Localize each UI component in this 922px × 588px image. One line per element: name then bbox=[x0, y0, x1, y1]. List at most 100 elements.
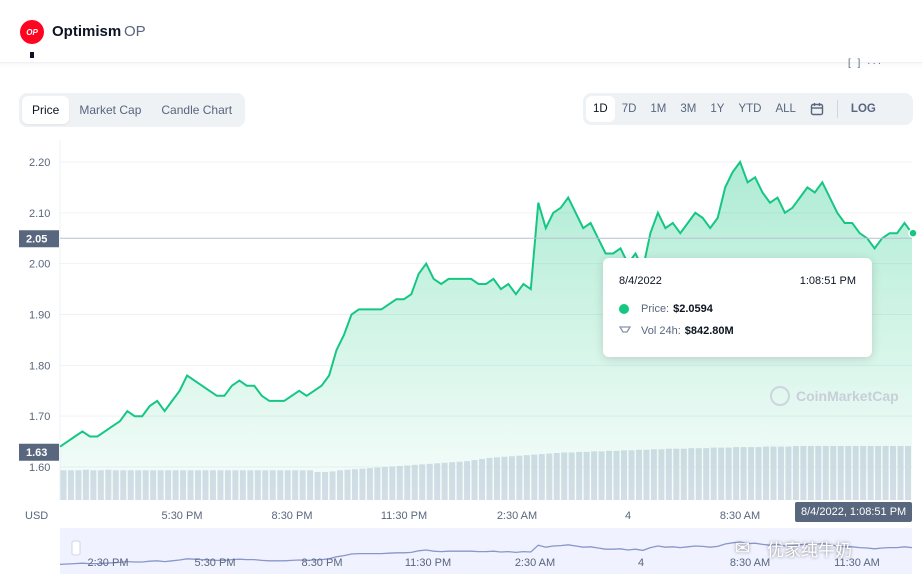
volume-bar bbox=[411, 464, 418, 500]
wechat-watermark: ✉ 优家纯牛奶 bbox=[735, 536, 852, 561]
more-icon[interactable]: ··· bbox=[867, 58, 884, 69]
volume-bar bbox=[815, 446, 822, 500]
coin-symbol: OP bbox=[124, 23, 146, 40]
volume-bar bbox=[449, 462, 456, 500]
x-tick-label: 11:30 PM bbox=[381, 510, 427, 522]
volume-bar bbox=[351, 469, 358, 500]
volume-bar bbox=[135, 470, 142, 500]
coinmarketcap-watermark: CoinMarketCap bbox=[770, 386, 899, 406]
tooltip-date: 8/4/2022 bbox=[619, 275, 662, 287]
volume-bar bbox=[785, 446, 792, 500]
volume-bar bbox=[322, 471, 329, 500]
volume-bar bbox=[673, 448, 680, 500]
volume-bar bbox=[875, 446, 882, 500]
tooltip-time: 1:08:51 PM bbox=[799, 275, 856, 287]
tooltip-price-label: Price: bbox=[641, 303, 670, 315]
volume-bar bbox=[860, 446, 867, 500]
chart-corner-controls[interactable]: [ ] ··· bbox=[848, 58, 883, 69]
tab-candle-chart[interactable]: Candle Chart bbox=[161, 103, 233, 117]
tooltip-volume-label: Vol 24h: bbox=[641, 325, 681, 337]
calendar-icon[interactable] bbox=[803, 96, 831, 122]
clipped-text-fragment bbox=[30, 52, 34, 58]
volume-bar bbox=[247, 470, 254, 500]
price-dot-icon bbox=[619, 304, 629, 314]
volume-bar bbox=[538, 454, 545, 500]
volume-bar bbox=[531, 454, 538, 500]
volume-bar bbox=[105, 469, 112, 500]
volume-bar bbox=[299, 470, 306, 500]
volume-bar bbox=[187, 470, 194, 500]
volume-bar bbox=[606, 450, 613, 500]
volume-bar bbox=[120, 470, 127, 500]
navigator-tick-label: 2:30 AM bbox=[515, 557, 555, 569]
volume-bar bbox=[628, 450, 635, 500]
volume-bar bbox=[621, 450, 627, 500]
watermark-text: CoinMarketCap bbox=[796, 388, 899, 404]
y-tick-label: 1.90 bbox=[29, 310, 50, 322]
volume-bar bbox=[277, 470, 284, 500]
range-all[interactable]: ALL bbox=[775, 103, 796, 115]
navigator-tick-label: 5:30 PM bbox=[195, 557, 236, 569]
header-bar: OP Optimism OP bbox=[0, 0, 922, 63]
volume-bar bbox=[337, 470, 343, 500]
volume-bar bbox=[389, 466, 396, 500]
y-tick-label: 1.80 bbox=[29, 360, 50, 372]
volume-bar bbox=[202, 470, 209, 500]
navigator-tick-label: 4 bbox=[638, 557, 644, 569]
x-tick-label: 4 bbox=[625, 510, 631, 522]
range-1m[interactable]: 1M bbox=[650, 103, 667, 115]
volume-bar bbox=[60, 470, 67, 500]
volume-bar bbox=[441, 462, 448, 500]
fullscreen-icon[interactable]: [ ] bbox=[848, 58, 863, 69]
volume-bar bbox=[807, 446, 814, 500]
volume-bar bbox=[800, 446, 807, 500]
volume-bar bbox=[172, 470, 179, 500]
volume-bar bbox=[583, 451, 590, 500]
volume-bar bbox=[434, 463, 441, 500]
volume-bar bbox=[718, 447, 725, 500]
volume-bar bbox=[561, 452, 568, 500]
volume-bar bbox=[127, 470, 134, 500]
log-scale-toggle[interactable]: LOG bbox=[850, 103, 876, 115]
volume-bar bbox=[314, 471, 321, 500]
volume-bar bbox=[568, 452, 575, 500]
current-price-badge bbox=[19, 230, 59, 248]
current-price-badge-text: 2.05 bbox=[26, 233, 47, 245]
range-7d[interactable]: 7D bbox=[621, 103, 637, 115]
range-1d[interactable]: 1D bbox=[586, 96, 615, 122]
volume-bar bbox=[112, 470, 119, 500]
volume-bar bbox=[845, 446, 852, 500]
volume-bar bbox=[142, 470, 149, 500]
x-tick-label: 8:30 PM bbox=[272, 510, 313, 522]
x-tick-label: 2:30 AM bbox=[497, 510, 537, 522]
volume-bar bbox=[90, 470, 97, 500]
volume-bar bbox=[830, 446, 837, 500]
volume-bar bbox=[516, 455, 523, 500]
volume-bar bbox=[329, 471, 336, 500]
tab-price[interactable]: Price bbox=[22, 96, 70, 124]
y-tick-label: 2.00 bbox=[29, 259, 50, 271]
range-1y[interactable]: 1Y bbox=[710, 103, 725, 115]
volume-bar bbox=[486, 457, 493, 500]
volume-bar bbox=[493, 457, 500, 500]
volume-bar bbox=[269, 470, 276, 500]
volume-bar bbox=[232, 470, 239, 500]
y-unit-label: USD bbox=[25, 510, 48, 522]
volume-bar bbox=[344, 469, 351, 500]
y-tick-label: 2.20 bbox=[29, 157, 50, 169]
volume-bar bbox=[792, 446, 799, 500]
tooltip-volume-value: $842.80M bbox=[684, 325, 734, 337]
volume-bar bbox=[576, 451, 583, 500]
volume-bar bbox=[763, 446, 769, 500]
volume-bar bbox=[882, 446, 889, 500]
volume-bar bbox=[471, 460, 478, 500]
volume-bar bbox=[777, 446, 784, 500]
wechat-text: 优家纯牛奶 bbox=[767, 541, 852, 560]
volume-icon bbox=[618, 326, 632, 336]
wechat-icon: ✉ bbox=[735, 537, 751, 558]
volume-bar bbox=[217, 470, 224, 500]
tab-market-cap[interactable]: Market Cap bbox=[79, 103, 142, 117]
y-tick-label: 2.10 bbox=[29, 208, 50, 220]
range-ytd[interactable]: YTD bbox=[738, 103, 762, 115]
range-3m[interactable]: 3M bbox=[680, 103, 697, 115]
